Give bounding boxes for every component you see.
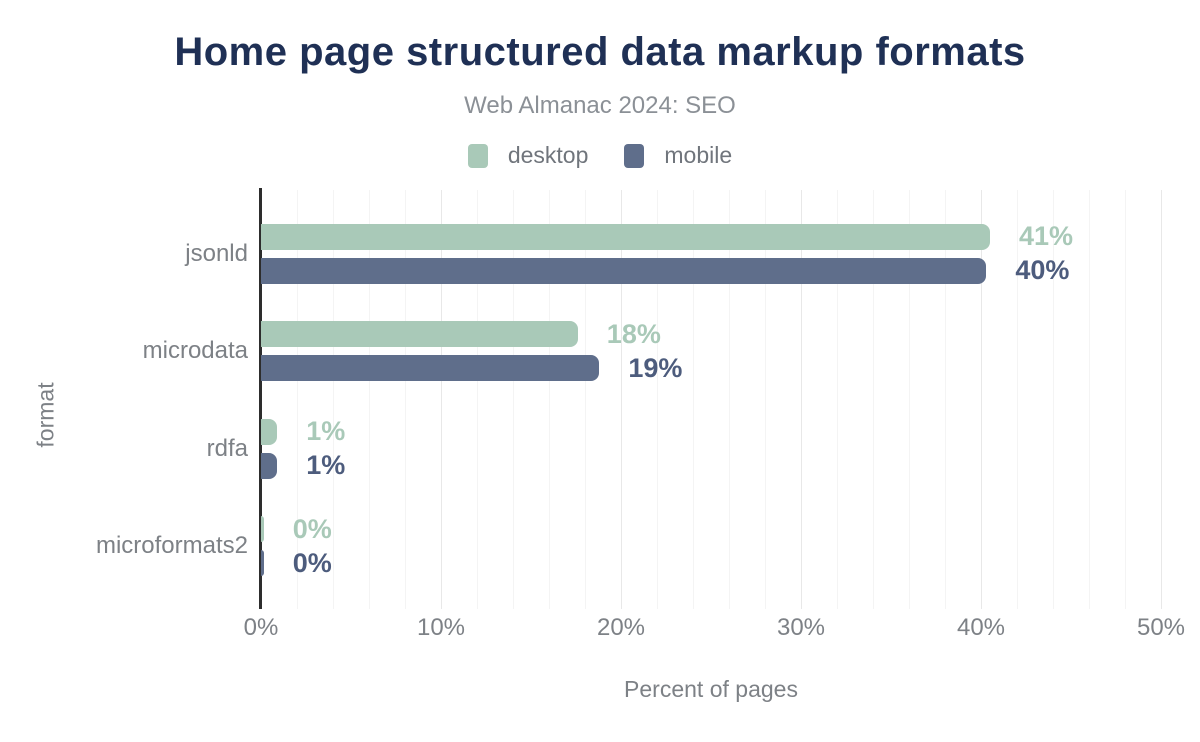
x-tick-label: 10% xyxy=(416,614,466,641)
gridline-minor xyxy=(873,190,874,609)
bar-line-mobile: 1% xyxy=(261,450,1161,481)
gridline-minor xyxy=(369,190,370,609)
gridline-minor xyxy=(837,190,838,609)
value-label-mobile: 1% xyxy=(306,450,346,481)
value-label-desktop: 1% xyxy=(306,416,346,447)
category-row-jsonld: jsonld 41% 40% xyxy=(185,205,1161,303)
x-tick-label: 30% xyxy=(776,614,826,641)
value-label-mobile: 40% xyxy=(1015,255,1070,286)
x-tick-label: 0% xyxy=(243,614,279,641)
gridline-minor xyxy=(333,190,334,609)
gridline-minor xyxy=(513,190,514,609)
bar-mobile-jsonld xyxy=(261,257,987,284)
category-label: microformats2 xyxy=(95,532,248,560)
bar-desktop-jsonld xyxy=(261,223,990,250)
bar-line-desktop: 18% xyxy=(261,318,1161,349)
value-label-mobile: 0% xyxy=(292,547,332,578)
gridline-major xyxy=(981,190,982,609)
legend-label-mobile: mobile xyxy=(664,142,733,168)
y-axis-title: format xyxy=(32,382,59,448)
category-label: microdata xyxy=(142,337,248,365)
gridline-major xyxy=(801,190,802,609)
gridline-minor xyxy=(729,190,730,609)
gridline-major xyxy=(441,190,442,609)
gridline-minor xyxy=(1053,190,1054,609)
gridline-minor xyxy=(945,190,946,609)
legend-item-desktop: desktop xyxy=(467,142,589,169)
bar-desktop-rdfa xyxy=(261,418,278,445)
category-label: jsonld xyxy=(185,239,248,267)
category-row-microdata: microdata 18% 19% xyxy=(143,303,1161,401)
x-tick-label: 20% xyxy=(596,614,646,641)
gridline-major xyxy=(621,190,622,609)
gridline-minor xyxy=(297,190,298,609)
gridline-minor xyxy=(1089,190,1090,609)
gridline-minor xyxy=(657,190,658,609)
gridline-minor xyxy=(549,190,550,609)
gridline-minor xyxy=(477,190,478,609)
x-axis-title: Percent of pages xyxy=(624,676,798,702)
category-row-rdfa: rdfa 1% 1% xyxy=(207,400,1161,498)
gridline-minor xyxy=(765,190,766,609)
bar-line-desktop: 1% xyxy=(261,416,1161,447)
legend: desktop mobile xyxy=(0,142,1200,169)
gridline-minor xyxy=(585,190,586,609)
bar-line-desktop: 41% xyxy=(261,221,1161,252)
x-axis-ticks: 0% 10% 20% 30% 40% 50% xyxy=(244,614,1185,644)
bar-mobile-microformats2 xyxy=(261,550,264,577)
gridline-minor xyxy=(1125,190,1126,609)
value-label-mobile: 19% xyxy=(628,352,683,383)
gridline-minor xyxy=(405,190,406,609)
plot-area: jsonld 41% 40% microdata 18% 19% rdfa 1% 1% micro… xyxy=(96,188,1162,609)
bar-desktop-microformats2 xyxy=(261,516,264,543)
mobile-swatch-icon xyxy=(624,143,645,168)
bar-line-mobile: 19% xyxy=(261,352,1161,383)
category-label: rdfa xyxy=(206,434,248,462)
desktop-swatch-icon xyxy=(467,143,488,168)
bar-line-mobile: 40% xyxy=(261,255,1161,286)
legend-item-mobile: mobile xyxy=(624,142,732,169)
chart-title: Home page structured data markup formats xyxy=(174,30,1026,74)
bar-line-desktop: 0% xyxy=(261,513,1161,544)
gridline-minor xyxy=(909,190,910,609)
value-label-desktop: 18% xyxy=(606,318,661,349)
category-row-microformats2: microformats2 0% 0% xyxy=(96,498,1161,596)
value-label-desktop: 41% xyxy=(1019,221,1074,252)
chart-subtitle: Web Almanac 2024: SEO xyxy=(464,92,736,119)
bar-mobile-rdfa xyxy=(261,452,278,479)
gridline-minor xyxy=(693,190,694,609)
bar-desktop-microdata xyxy=(261,321,578,348)
value-label-desktop: 0% xyxy=(292,513,332,544)
bar-rows: jsonld 41% 40% microdata 18% 19% rdfa 1% 1% micro… xyxy=(96,205,1161,596)
gridline-minor xyxy=(1017,190,1018,609)
x-tick-label: 50% xyxy=(1136,614,1186,641)
gridline-major xyxy=(1161,190,1162,609)
x-tick-label: 40% xyxy=(956,614,1006,641)
bar-mobile-microdata xyxy=(261,355,600,382)
bar-line-mobile: 0% xyxy=(261,547,1161,578)
legend-label-desktop: desktop xyxy=(507,142,589,168)
y-axis-line xyxy=(259,188,262,609)
